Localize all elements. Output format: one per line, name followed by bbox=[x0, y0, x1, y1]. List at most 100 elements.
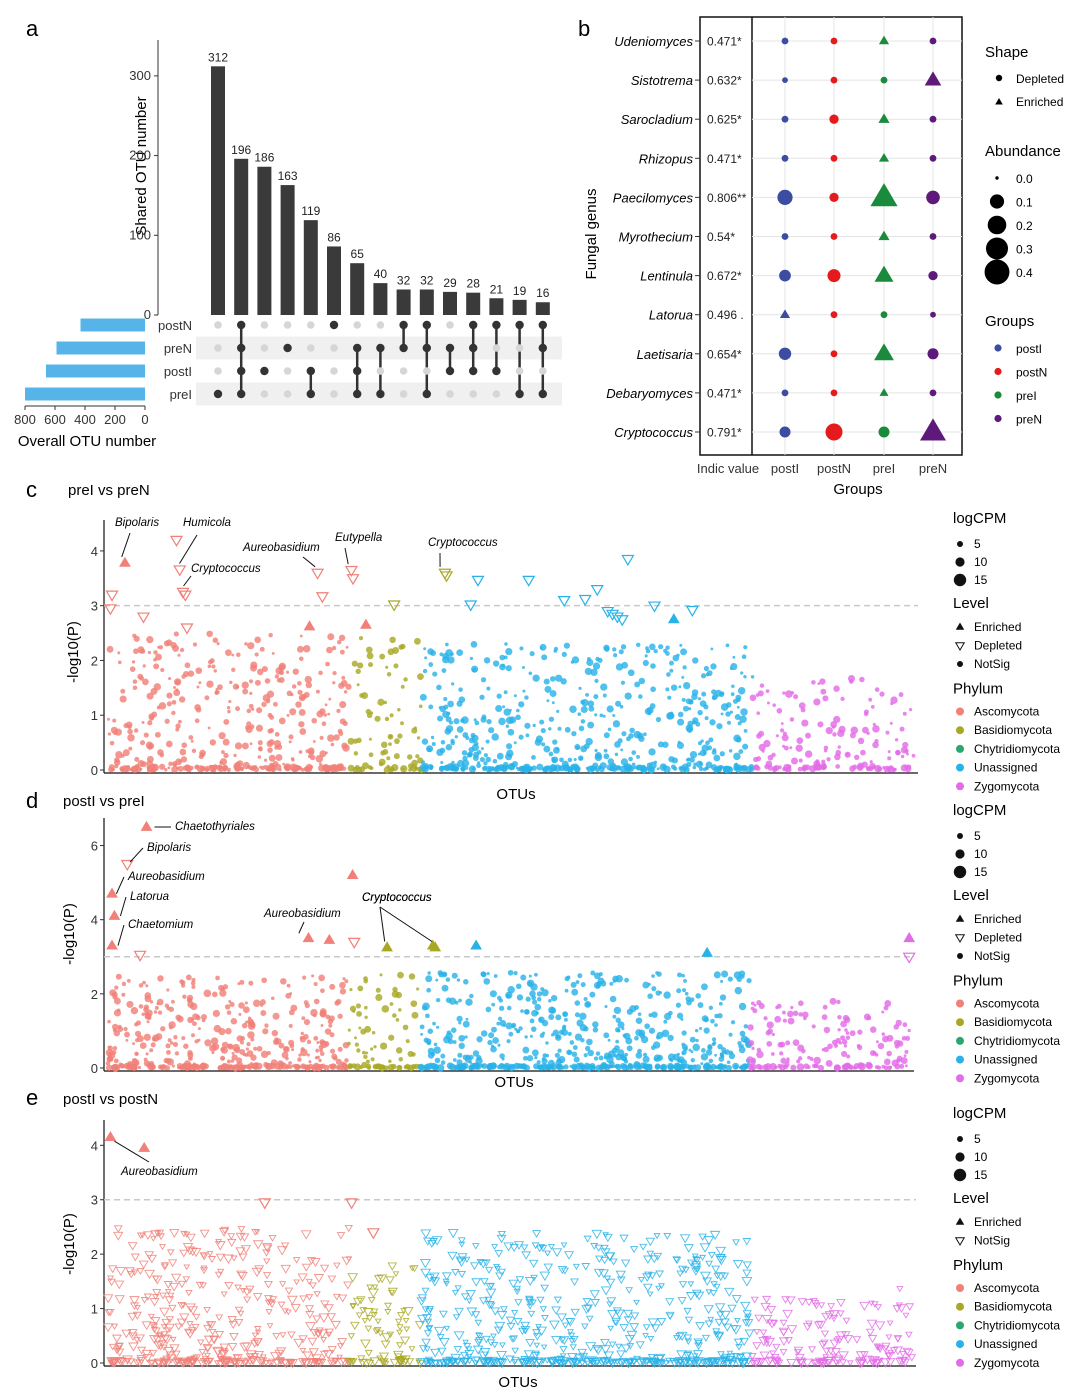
manhattan-c-point-notsig bbox=[670, 764, 676, 770]
manhattan-c-point-notsig bbox=[139, 648, 146, 654]
manhattan-e-point-notsig bbox=[813, 1321, 824, 1330]
manhattan-d-point-notsig bbox=[168, 1006, 175, 1013]
manhattan-d-point-notsig bbox=[642, 1064, 649, 1070]
manhattan-d-point-notsig bbox=[883, 1058, 891, 1066]
manhattan-d-point-notsig bbox=[743, 1063, 748, 1068]
manhattan-d-point-notsig bbox=[185, 974, 192, 981]
manhattan-d-point-notsig bbox=[593, 972, 601, 980]
manhattan-d-point-notsig bbox=[762, 1064, 769, 1071]
manhattan-c-point-notsig bbox=[158, 702, 167, 710]
manhattan-e-point-notsig bbox=[158, 1292, 167, 1300]
manhattan-c-point-notsig bbox=[541, 742, 546, 747]
manhattan-c-point-notsig bbox=[248, 679, 254, 684]
manhattan-e-point-notsig bbox=[164, 1296, 175, 1305]
manhattan-d-point-notsig bbox=[703, 1017, 709, 1023]
manhattan-c-point-notsig bbox=[153, 657, 157, 662]
manhattan-d-point-notsig bbox=[448, 1063, 456, 1071]
manhattan-c-point-notsig bbox=[119, 766, 125, 772]
manhattan-d-point-notsig bbox=[410, 1000, 418, 1007]
manhattan-e-point-notsig bbox=[203, 1307, 211, 1314]
manhattan-d-point-notsig bbox=[531, 999, 538, 1005]
manhattan-d-point-notsig bbox=[165, 1043, 171, 1049]
manhattan-c-point-notsig bbox=[195, 707, 202, 713]
manhattan-d-point-notsig bbox=[848, 1064, 854, 1070]
manhattan-e-point-notsig bbox=[672, 1256, 682, 1265]
manhattan-e-point-notsig bbox=[240, 1359, 249, 1367]
manhattan-e-point-notsig bbox=[550, 1356, 561, 1366]
manhattan-e-point-notsig bbox=[569, 1344, 577, 1351]
manhattan-c-point-notsig bbox=[813, 698, 821, 706]
legend-abundance-label: 0.1 bbox=[1016, 196, 1033, 210]
manhattan-d-point-notsig bbox=[275, 1038, 282, 1045]
manhattan-d-point-notsig bbox=[869, 1050, 876, 1056]
manhattan-c-point-notsig bbox=[702, 767, 707, 772]
manhattan-e-point-notsig bbox=[831, 1348, 841, 1357]
manhattan-d-point-notsig bbox=[425, 975, 433, 983]
manhattan-e-point-notsig bbox=[600, 1339, 610, 1348]
manhattan-d-point-notsig bbox=[836, 999, 841, 1005]
manhattan-e-point-notsig bbox=[732, 1260, 744, 1270]
manhattan-d-point-notsig bbox=[555, 1014, 562, 1021]
manhattan-d-point-notsig bbox=[118, 1062, 123, 1067]
manhattan-c-point-notsig bbox=[638, 677, 646, 685]
manhattan-c-point-notsig bbox=[874, 739, 879, 744]
manhattan-e-point-notsig bbox=[535, 1324, 542, 1330]
manhattan-d-point-notsig bbox=[105, 1064, 113, 1071]
manhattan-d-point-notsig bbox=[143, 1060, 150, 1067]
manhattan-e-point-notsig bbox=[763, 1341, 771, 1348]
upset-set-size-bar bbox=[56, 341, 145, 355]
manhattan-d-point-notsig bbox=[857, 1062, 865, 1070]
manhattan-e-point-notsig bbox=[775, 1359, 784, 1367]
manhattan-e-point-notsig bbox=[841, 1331, 851, 1340]
manhattan-e-point-notsig bbox=[484, 1296, 493, 1304]
manhattan-c-point-notsig bbox=[341, 675, 346, 680]
manhattan-d-point-notsig bbox=[146, 1020, 150, 1024]
manhattan-c-point-notsig bbox=[442, 652, 449, 660]
manhattan-c-point-notsig bbox=[159, 763, 166, 770]
manhattan-e-point-notsig bbox=[567, 1359, 579, 1369]
upset-matrix-dot-empty bbox=[283, 321, 292, 329]
manhattan-d-point-notsig bbox=[817, 1064, 824, 1071]
manhattan-e-point-notsig bbox=[433, 1326, 445, 1337]
manhattan-e-point-notsig bbox=[903, 1349, 914, 1358]
manhattan-e-point-notsig bbox=[713, 1283, 721, 1291]
manhattan-e-point-notsig bbox=[589, 1360, 598, 1367]
dotplot-point-depleted bbox=[830, 389, 838, 397]
manhattan-d-point-notsig bbox=[747, 1024, 754, 1031]
manhattan-c-point-notsig bbox=[687, 707, 692, 711]
manhattan-d-point-notsig bbox=[797, 1056, 803, 1061]
manhattan-e-point-notsig bbox=[593, 1346, 604, 1355]
manhattan-e-point-notsig bbox=[491, 1342, 499, 1349]
manhattan-e-point-notsig bbox=[281, 1359, 292, 1369]
manhattan-c-point-notsig bbox=[295, 701, 302, 708]
manhattan-d-point-notsig bbox=[845, 1035, 851, 1040]
manhattan-d-point-notsig bbox=[318, 1044, 324, 1050]
manhattan-c-point-notsig bbox=[290, 757, 295, 761]
manhattan-e-point-notsig bbox=[619, 1324, 629, 1333]
manhattan-d-point-notsig bbox=[135, 1020, 142, 1026]
manhattan-d-legend-level-icon bbox=[957, 953, 963, 959]
manhattan-e-point-notsig bbox=[731, 1352, 740, 1360]
manhattan-d-point-notsig bbox=[518, 1026, 523, 1031]
manhattan-d-point-notsig bbox=[464, 1035, 468, 1039]
manhattan-e-point-notsig bbox=[147, 1359, 157, 1367]
manhattan-d-point-notsig bbox=[528, 974, 532, 978]
manhattan-c-point-notsig bbox=[451, 760, 455, 765]
manhattan-c-point-notsig bbox=[109, 740, 115, 746]
manhattan-c-point-notsig bbox=[695, 721, 701, 727]
manhattan-e-point-notsig bbox=[136, 1232, 145, 1240]
manhattan-d-point-notsig bbox=[586, 1038, 593, 1046]
manhattan-e-point-notsig bbox=[454, 1359, 462, 1365]
manhattan-d-point-notsig bbox=[612, 1014, 617, 1019]
manhattan-e-point-notsig bbox=[460, 1293, 470, 1301]
manhattan-e-point-notsig bbox=[868, 1300, 875, 1307]
manhattan-e-point-notsig bbox=[539, 1358, 547, 1364]
manhattan-c-point-notsig bbox=[213, 669, 217, 673]
manhattan-e-point-notsig bbox=[255, 1357, 266, 1367]
manhattan-d-point-notsig bbox=[260, 1050, 269, 1059]
manhattan-c-point-depleted bbox=[344, 565, 358, 578]
manhattan-c-point-notsig bbox=[400, 684, 405, 689]
dotplot-xtick-label: preN bbox=[919, 461, 947, 476]
manhattan-c-point-notsig bbox=[569, 705, 577, 713]
upset-matrix-dot-empty bbox=[446, 321, 454, 329]
